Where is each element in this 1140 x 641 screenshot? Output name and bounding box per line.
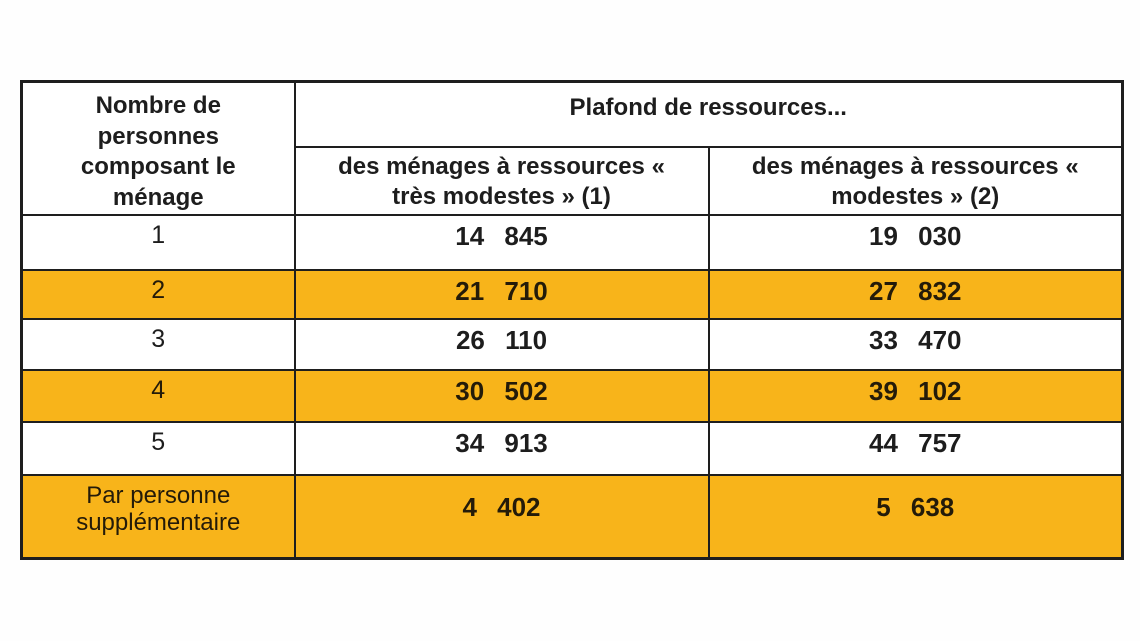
household-size-cell: 1 — [20, 213, 296, 271]
header-tres-modestes: des ménages à ressources « très modestes… — [293, 145, 710, 216]
tres-modestes-value: 21 710 — [293, 268, 710, 320]
header-modestes-label: des ménages à ressources « modestes » (2… — [751, 152, 1079, 211]
modestes-value: 27 832 — [707, 268, 1124, 320]
household-size-cell: 3 — [20, 317, 296, 371]
modestes-value: 44 757 — [707, 420, 1124, 476]
table-row: 3 26 110 33 470 — [20, 317, 1124, 371]
table-row: Par personne supplémentaire 4 402 5 638 — [20, 473, 1124, 560]
household-size-cell: Par personne supplémentaire — [20, 473, 296, 560]
modestes-value: 39 102 — [707, 368, 1124, 423]
header-plafond: Plafond de ressources... — [293, 80, 1124, 148]
modestes-value: 19 030 — [707, 213, 1124, 271]
header-household-size: Nombre de personnes composant le ménage — [20, 80, 296, 216]
modestes-value: 5 638 — [707, 473, 1124, 560]
table-row: 1 14 845 19 030 — [20, 213, 1124, 271]
household-size-label: Par personne supplémentaire — [76, 481, 241, 537]
household-size-cell: 4 — [20, 368, 296, 423]
resource-ceiling-table-wrap: Nombre de personnes composant le ménage … — [20, 80, 1124, 561]
header-tres-modestes-label: des ménages à ressources « très modestes… — [338, 152, 665, 211]
header-plafond-label: Plafond de ressources... — [569, 94, 847, 121]
header-household-size-label: Nombre de personnes composant le ménage — [80, 92, 236, 212]
modestes-value: 33 470 — [707, 317, 1124, 371]
tres-modestes-value: 30 502 — [293, 368, 710, 423]
tres-modestes-value: 26 110 — [293, 317, 710, 371]
tres-modestes-value: 14 845 — [293, 213, 710, 271]
tres-modestes-value: 4 402 — [293, 473, 710, 560]
table-row: 2 21 710 27 832 — [20, 268, 1124, 320]
household-size-cell: 2 — [20, 268, 296, 320]
header-modestes: des ménages à ressources « modestes » (2… — [707, 145, 1124, 216]
tres-modestes-value: 34 913 — [293, 420, 710, 476]
table-row: 5 34 913 44 757 — [20, 420, 1124, 476]
table-row: 4 30 502 39 102 — [20, 368, 1124, 423]
household-size-cell: 5 — [20, 420, 296, 476]
resource-ceiling-table: Nombre de personnes composant le ménage … — [20, 80, 1124, 561]
